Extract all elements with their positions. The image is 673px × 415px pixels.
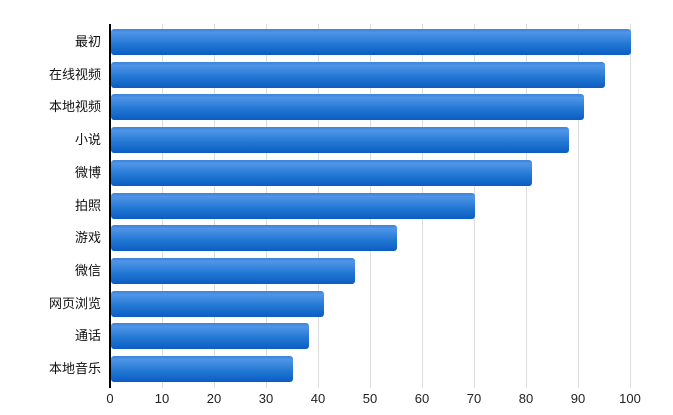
gridline-90 — [578, 24, 579, 388]
x-tick-label: 90 — [570, 391, 586, 406]
bar — [111, 290, 325, 317]
category-label: 微博 — [74, 164, 101, 180]
x-axis-tick-labels: 0 10 20 30 40 50 60 70 80 90 100 — [0, 391, 673, 411]
x-tick-label: 80 — [518, 391, 534, 406]
gridline-100 — [630, 24, 631, 388]
bar — [111, 323, 309, 350]
bar — [111, 94, 585, 121]
bar — [111, 356, 293, 382]
y-axis-line — [109, 24, 111, 388]
x-tick-label: 60 — [414, 391, 430, 406]
x-tick-label: 100 — [619, 391, 641, 406]
x-tick-label: 0 — [106, 391, 114, 406]
x-tick-label: 30 — [258, 391, 274, 406]
category-label: 最初 — [74, 34, 101, 49]
category-label: 游戏 — [74, 230, 101, 246]
bar — [111, 192, 475, 219]
x-tick-label: 20 — [206, 391, 222, 406]
category-label: 本地音乐 — [48, 361, 101, 376]
gridline-80 — [526, 24, 527, 388]
plot-area — [109, 24, 631, 388]
x-tick-label: 50 — [362, 391, 378, 406]
x-tick-label: 40 — [310, 391, 326, 406]
bar — [111, 29, 631, 55]
x-tick-label: 10 — [154, 391, 170, 406]
category-label: 拍照 — [74, 197, 101, 213]
x-tick-label: 70 — [466, 391, 482, 406]
bar — [111, 225, 397, 252]
bar — [111, 127, 569, 154]
category-label: 通话 — [74, 328, 101, 344]
bar — [111, 257, 356, 284]
bar — [111, 159, 533, 186]
category-label: 微信 — [74, 262, 101, 278]
category-label: 本地视频 — [48, 99, 101, 115]
category-label: 在线视频 — [48, 66, 101, 82]
bar — [111, 61, 605, 88]
category-axis-labels: 最初在线视频本地视频小说微博拍照游戏微信网页浏览通话本地音乐 — [0, 24, 101, 388]
category-label: 网页浏览 — [48, 295, 101, 311]
category-label: 小说 — [74, 132, 101, 148]
